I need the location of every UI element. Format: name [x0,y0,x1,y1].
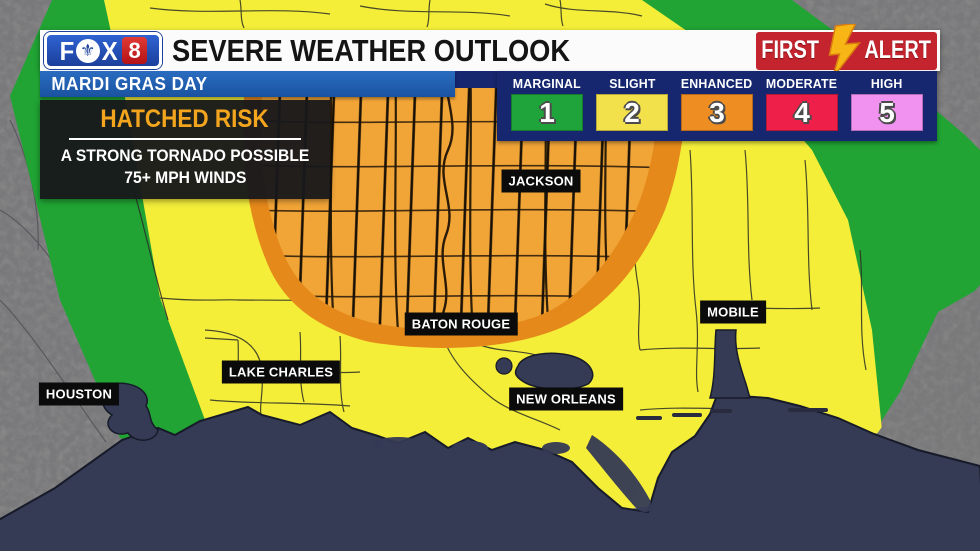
city-label-lake-charles: LAKE CHARLES [221,360,341,384]
city-label-new-orleans: NEW ORLEANS [509,387,623,411]
subtitle-bar: MARDI GRAS DAY [40,71,455,97]
legend-item-slight: SLIGHT 2 [590,76,674,131]
legend-value: 4 [794,96,810,128]
lightning-bolt-icon [828,23,861,78]
legend-color-box: 2 [596,94,668,131]
logo-letter-x: X [101,35,118,66]
legend-value: 5 [879,96,895,128]
risk-legend: MARGINAL 1 SLIGHT 2 ENHANCED 3 MODERATE 4 HIGH 5 [497,71,937,141]
city-label-houston: HOUSTON [38,382,120,406]
lake-maurepas [495,357,513,375]
callout-title: HATCHED RISK [100,105,270,133]
legend-item-marginal: MARGINAL 1 [505,76,589,131]
first-alert-word-first: FIRST [760,36,819,64]
legend-item-moderate: MODERATE 4 [760,76,844,131]
mobile-bay [709,329,751,399]
legend-label: MODERATE [766,76,838,91]
fox8-logo: F ⚜ X 8 [44,32,162,69]
legend-label: ENHANCED [681,76,753,91]
callout-line1: A STRONG TORNADO POSSIBLE [60,145,310,165]
legend-items: MARGINAL 1 SLIGHT 2 ENHANCED 3 MODERATE 4 HIGH 5 [505,76,929,131]
gulf-water [0,329,980,551]
legend-value: 1 [539,96,555,128]
lake-pontchartrain [514,352,594,390]
page-title: SEVERE WEATHER OUTLOOK [172,32,571,68]
legend-label: HIGH [871,76,903,91]
city-label-mobile: MOBILE [700,300,766,324]
barrier-islands [636,408,828,420]
callout-line2: 75+ MPH WINDS [123,167,247,187]
legend-item-high: HIGH 5 [845,76,929,131]
legend-value: 2 [624,96,640,128]
first-alert-word-alert: ALERT [864,36,931,64]
legend-item-enhanced: ENHANCED 3 [675,76,759,131]
subtitle-text: MARDI GRAS DAY [51,73,208,94]
first-alert-badge: FIRST ALERT [756,23,937,78]
header-bar: F ⚜ X 8 SEVERE WEATHER OUTLOOK FIRST ALE… [40,23,940,78]
legend-color-box: 3 [681,94,753,131]
legend-color-box: 1 [511,94,583,131]
fleur-de-lis-icon: ⚜ [75,38,100,63]
legend-color-box: 4 [766,94,838,131]
callout-divider [69,137,301,140]
legend-color-box: 5 [851,94,923,131]
legend-label: SLIGHT [608,76,656,91]
city-label-jackson: JACKSON [501,169,581,193]
coastal-marsh [372,435,652,513]
hatched-risk-callout: HATCHED RISK A STRONG TORNADO POSSIBLE 7… [40,100,330,199]
city-label-baton-rouge: BATON ROUGE [404,312,518,336]
logo-letter-f: F [59,35,75,66]
legend-value: 3 [709,96,725,128]
logo-number-8: 8 [122,37,148,64]
legend-label: MARGINAL [512,76,582,91]
